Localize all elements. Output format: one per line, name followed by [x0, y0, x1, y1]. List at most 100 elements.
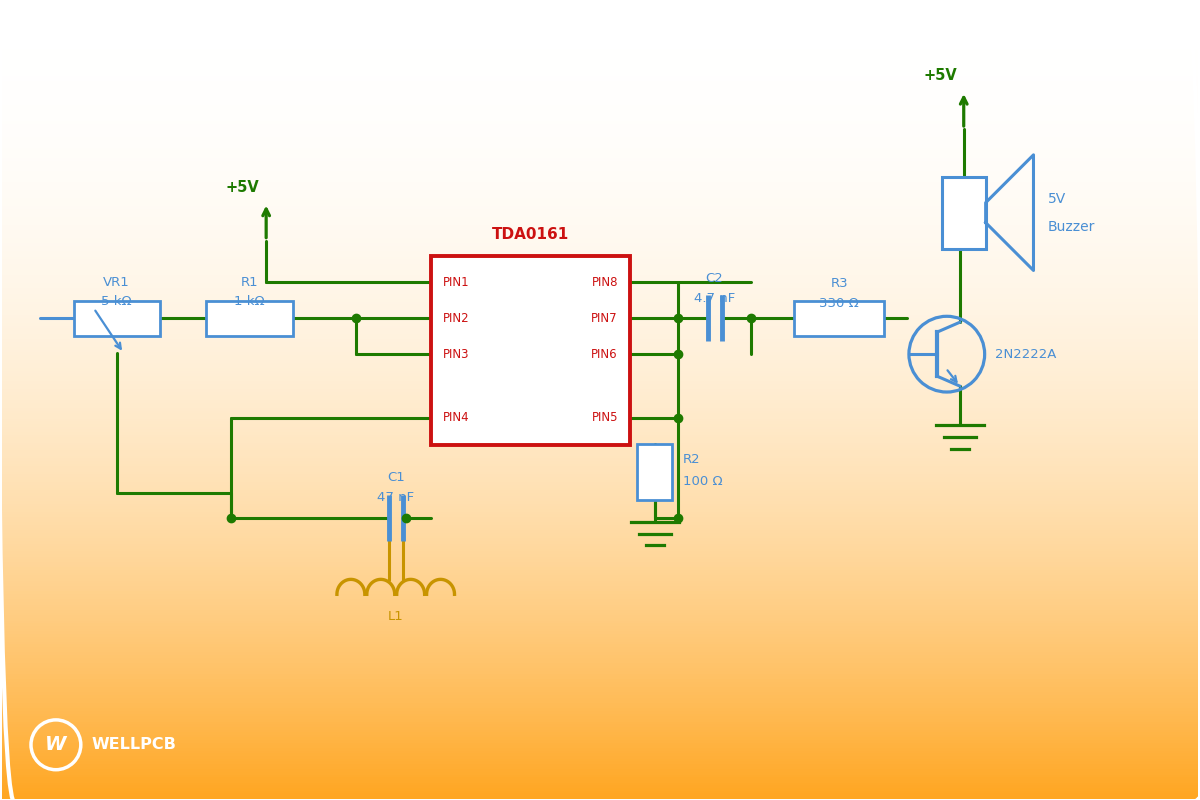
Bar [2, 155, 1198, 158]
Bar [2, 368, 1198, 370]
Bar [2, 110, 1198, 113]
Bar [2, 193, 1198, 195]
Bar [2, 370, 1198, 374]
Bar [2, 26, 1198, 28]
Bar [2, 543, 1198, 546]
Bar [2, 645, 1198, 647]
Text: WELLPCB: WELLPCB [91, 738, 176, 752]
Bar [2, 320, 1198, 323]
Bar [794, 301, 884, 336]
Bar [2, 655, 1198, 658]
Text: 5V: 5V [1048, 192, 1066, 206]
Bar [2, 147, 1198, 150]
Bar [2, 182, 1198, 185]
Bar [2, 562, 1198, 565]
Text: PIN4: PIN4 [443, 411, 469, 425]
Bar [2, 629, 1198, 631]
Bar [2, 142, 1198, 145]
Bar [2, 275, 1198, 278]
Bar [2, 766, 1198, 770]
Bar [2, 217, 1198, 219]
Text: W: W [46, 735, 67, 754]
Bar [2, 456, 1198, 458]
Bar [2, 631, 1198, 634]
Bar [2, 179, 1198, 182]
Bar [2, 541, 1198, 543]
Bar [2, 390, 1198, 392]
Text: PIN2: PIN2 [443, 312, 469, 325]
Bar [2, 209, 1198, 211]
Text: 1 kΩ: 1 kΩ [234, 295, 265, 308]
Bar [2, 682, 1198, 684]
Bar [2, 671, 1198, 674]
Bar [2, 586, 1198, 589]
Bar [2, 108, 1198, 110]
Bar [2, 166, 1198, 169]
Bar [2, 382, 1198, 384]
Bar [2, 575, 1198, 578]
Bar [2, 748, 1198, 750]
Bar [2, 153, 1198, 155]
Bar [942, 177, 985, 249]
Bar [2, 376, 1198, 378]
Bar [2, 124, 1198, 126]
Bar [2, 618, 1198, 621]
Bar [2, 650, 1198, 653]
Text: PIN3: PIN3 [443, 348, 469, 361]
Bar [2, 30, 1198, 34]
Text: C1: C1 [386, 470, 404, 484]
Bar [2, 661, 1198, 663]
Bar [2, 698, 1198, 700]
Bar [2, 352, 1198, 355]
Bar [2, 740, 1198, 743]
Bar [2, 591, 1198, 594]
Bar [2, 402, 1198, 406]
Bar [2, 778, 1198, 780]
Bar [2, 18, 1198, 20]
Bar [2, 530, 1198, 533]
Bar [2, 727, 1198, 730]
Bar [2, 642, 1198, 645]
Bar [2, 52, 1198, 54]
Bar [2, 418, 1198, 422]
Bar [2, 163, 1198, 166]
Bar [2, 121, 1198, 124]
Text: TDA0161: TDA0161 [492, 226, 569, 242]
Bar [2, 700, 1198, 703]
Bar [74, 301, 160, 336]
Bar [2, 687, 1198, 690]
Bar [2, 10, 1198, 12]
Bar [2, 129, 1198, 132]
Bar [2, 92, 1198, 94]
Bar [2, 762, 1198, 764]
Bar [2, 496, 1198, 498]
Bar [2, 504, 1198, 506]
Bar [2, 546, 1198, 549]
Bar [2, 283, 1198, 286]
Bar [2, 676, 1198, 679]
Bar [2, 570, 1198, 573]
Bar [2, 328, 1198, 331]
Bar [2, 406, 1198, 408]
Bar [2, 464, 1198, 466]
Bar [2, 440, 1198, 442]
Bar [2, 2, 1198, 4]
Text: 4.7 nF: 4.7 nF [694, 292, 736, 306]
Bar [2, 647, 1198, 650]
Bar [2, 750, 1198, 754]
Text: +5V: +5V [923, 68, 956, 83]
Bar [2, 535, 1198, 538]
Text: 100 Ω: 100 Ω [683, 475, 722, 488]
Bar [2, 73, 1198, 76]
Bar [2, 653, 1198, 655]
Bar [2, 286, 1198, 288]
Bar [2, 34, 1198, 36]
Bar [2, 60, 1198, 62]
Bar [2, 86, 1198, 89]
Bar [2, 227, 1198, 230]
Bar [2, 434, 1198, 438]
Bar [2, 674, 1198, 676]
Bar [2, 746, 1198, 748]
Bar [2, 97, 1198, 100]
Bar [2, 339, 1198, 342]
